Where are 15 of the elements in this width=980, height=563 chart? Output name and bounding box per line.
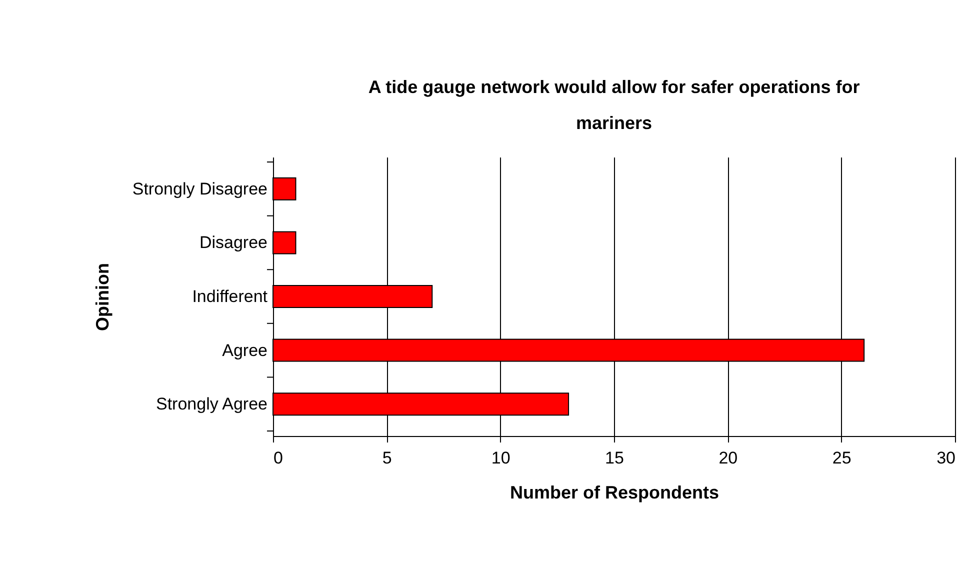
- x-tick-label: 5: [382, 448, 392, 468]
- y-tick-label: Agree: [222, 340, 268, 360]
- x-axis-title: Number of Respondents: [510, 482, 720, 502]
- x-tick-label: 20: [718, 448, 738, 468]
- x-tick-label: 15: [605, 448, 624, 468]
- y-tick-label: Indifferent: [192, 287, 268, 306]
- y-tick-label: Strongly Agree: [156, 394, 268, 414]
- y-tick-label: Strongly Disagree: [132, 179, 268, 198]
- y-tick-label: Disagree: [199, 233, 268, 252]
- x-tick-label: 25: [832, 448, 852, 468]
- chart-title: A tide gauge network would allow for safer operations for mariners: [368, 77, 860, 133]
- y-axis-title: Opinion: [92, 263, 112, 331]
- x-tick-label: 10: [491, 448, 510, 468]
- x-tick-label: 30: [936, 448, 956, 468]
- x-tick-label: 0: [274, 448, 283, 468]
